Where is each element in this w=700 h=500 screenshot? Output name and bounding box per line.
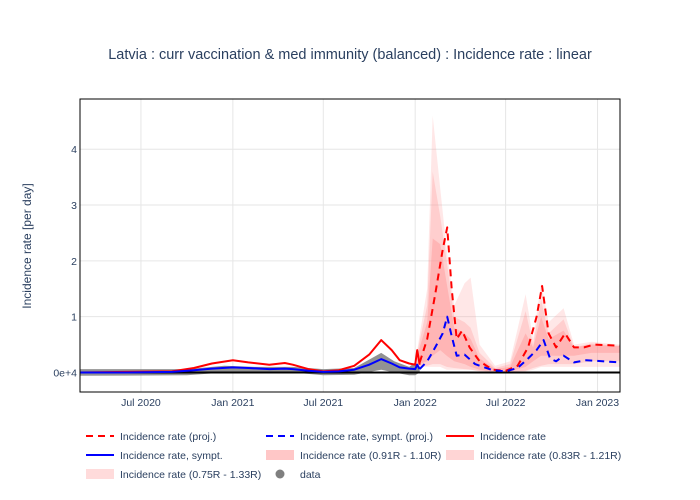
legend-swatch [446, 450, 474, 460]
legend-swatch [266, 450, 294, 460]
x-tick-label: Jan 2023 [576, 397, 619, 409]
series-band-dark [417, 238, 620, 372]
legend-label: Incidence rate, sympt. (proj.) [300, 431, 433, 443]
series-band-light [417, 115, 620, 373]
legend-label: Incidence rate (proj.) [120, 431, 216, 443]
x-tick-label: Jul 2022 [486, 397, 526, 409]
y-tick-label: 0e+4 [53, 367, 77, 379]
plot-frame [79, 98, 621, 393]
legend-label: Incidence rate (0.83R - 1.21R) [480, 450, 621, 462]
legend-label: data [300, 469, 321, 481]
grid [80, 99, 620, 392]
y-tick-label: 4 [71, 144, 77, 156]
y-axis: 0e+4 1 2 3 4 [53, 144, 77, 379]
series-solid-blue [80, 358, 421, 374]
y-tick-label: 3 [71, 200, 77, 212]
legend-label: Incidence rate (0.91R - 1.10R) [300, 450, 441, 462]
chart-title: Latvia : curr vaccination & med immunity… [108, 47, 592, 63]
x-axis: Jul 2020 Jan 2021 Jul 2021 Jan 2022 Jul 2022… [121, 397, 619, 409]
x-tick-label: Jan 2021 [211, 397, 254, 409]
legend-swatch [86, 469, 114, 479]
x-tick-label: Jul 2021 [303, 397, 343, 409]
legend-swatch [275, 469, 285, 479]
y-tick-label: 2 [71, 256, 77, 268]
series-dash-blue [418, 315, 621, 373]
series-band-mid [417, 171, 620, 372]
legend-label: Incidence rate [480, 431, 546, 443]
legend-label: Incidence rate (0.75R - 1.33R) [120, 469, 261, 481]
legend: Incidence rate (proj.) Incidence rate, sy… [86, 431, 621, 481]
x-tick-label: Jan 2022 [394, 397, 437, 409]
x-tick-label: Jul 2020 [121, 397, 161, 409]
series-dash-red [418, 226, 621, 372]
plot-border [79, 98, 621, 393]
series-solid-red [79, 339, 421, 374]
y-axis-title: Incidence rate [per day] [20, 183, 34, 308]
legend-label: Incidence rate, sympt. [120, 450, 223, 462]
y-tick-label: 1 [71, 312, 77, 324]
plot-area [79, 115, 621, 376]
